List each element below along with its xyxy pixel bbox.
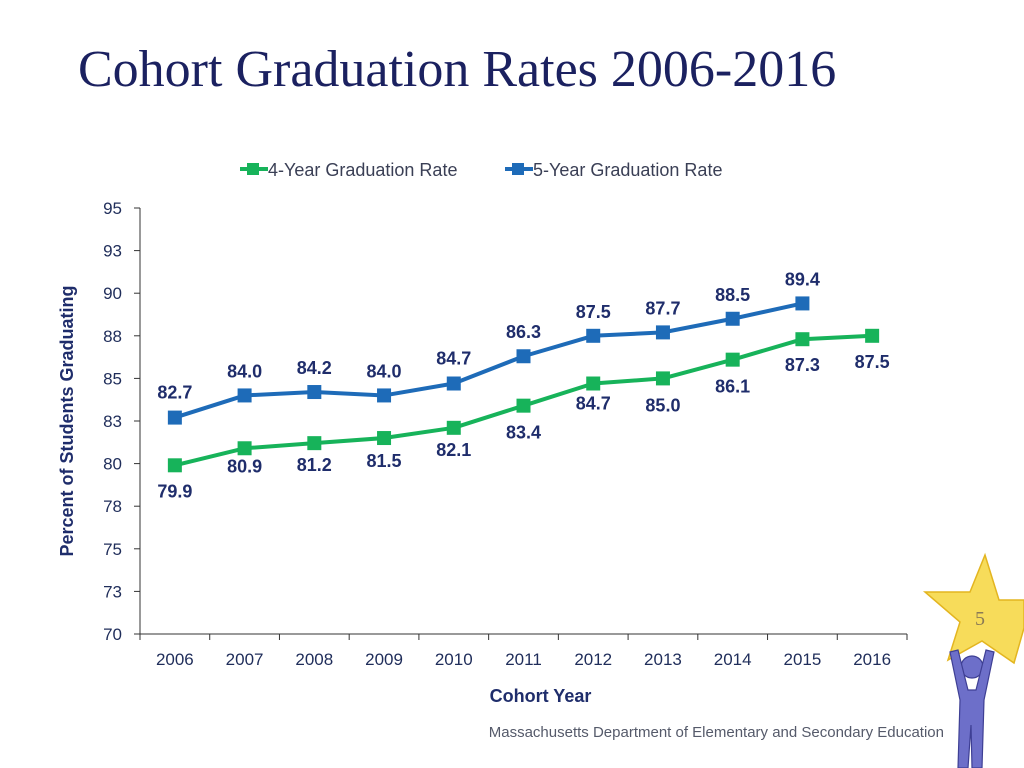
legend-marker [247,163,259,175]
x-tick-label: 2016 [853,650,891,669]
data-point-marker [655,325,670,340]
data-point-marker [725,352,740,367]
data-point-marker [865,328,880,343]
legend-label: 4-Year Graduation Rate [268,160,457,180]
data-point-marker [795,296,810,311]
data-label: 87.5 [855,352,890,372]
data-point-marker [516,349,531,364]
data-label: 85.0 [645,395,680,415]
footer-text: Massachusetts Department of Elementary a… [488,724,944,741]
data-point-marker [586,328,601,343]
data-label: 82.1 [436,440,471,460]
series-line-5yr [174,301,803,420]
data-label: 80.9 [227,456,262,476]
legend-label: 5-Year Graduation Rate [533,160,722,180]
y-tick-label: 73 [103,582,122,601]
data-point-marker [237,441,252,456]
data-point-marker [377,388,392,403]
data-point-marker [655,371,670,386]
data-point-marker [167,458,182,473]
x-axis-title: Cohort Year [490,686,592,706]
data-label: 81.5 [367,451,402,471]
data-point-marker [446,420,461,435]
legend-marker [512,163,524,175]
x-tick-label: 2010 [435,650,473,669]
data-point-marker [307,385,322,400]
y-tick-label: 80 [103,455,122,474]
data-label: 79.9 [157,481,192,501]
slide-page-number: 5 [975,608,985,630]
x-tick-label: 2015 [783,650,821,669]
data-label: 87.3 [785,355,820,375]
data-label: 81.2 [297,455,332,475]
page-title: Cohort Graduation Rates 2006-2016 [78,41,837,98]
x-tick-label: 2009 [365,650,403,669]
x-tick-label: 2008 [295,650,333,669]
y-axis-title: Percent of Students Graduating [57,285,77,556]
data-label: 84.0 [227,361,262,381]
y-tick-label: 88 [103,327,122,346]
y-tick-label: 93 [103,242,122,261]
data-point-marker [446,376,461,391]
y-tick-label: 85 [103,369,122,388]
data-label: 87.7 [645,298,680,318]
y-tick-label: 78 [103,497,122,516]
x-tick-label: 2007 [226,650,264,669]
y-tick-label: 70 [103,625,122,644]
y-tick-label: 90 [103,284,122,303]
data-label: 84.7 [576,394,611,414]
data-label: 84.7 [436,349,471,369]
y-tick-label: 95 [103,199,122,218]
star-icon [922,552,1024,665]
data-point-marker [725,311,740,326]
x-tick-label: 2011 [505,650,542,669]
data-label: 89.4 [785,269,820,289]
data-point-marker [795,332,810,347]
data-label: 83.4 [506,423,541,443]
y-tick-label: 83 [103,412,122,431]
data-label: 82.7 [157,383,192,403]
y-tick-label: 75 [103,540,122,559]
data-label: 87.5 [576,302,611,322]
data-point-marker [586,376,601,391]
x-tick-label: 2012 [574,650,612,669]
x-tick-label: 2013 [644,650,682,669]
data-label: 88.5 [715,285,750,305]
data-label: 86.3 [506,322,541,342]
data-label: 84.0 [367,361,402,381]
data-label: 86.1 [715,377,750,397]
data-point-marker [307,436,322,451]
data-point-marker [167,410,182,425]
x-tick-label: 2014 [714,650,752,669]
data-point-marker [377,431,392,446]
data-label: 84.2 [297,358,332,378]
data-point-marker [237,388,252,403]
x-tick-label: 2006 [156,650,194,669]
data-point-marker [516,398,531,413]
person-icon [949,649,995,768]
